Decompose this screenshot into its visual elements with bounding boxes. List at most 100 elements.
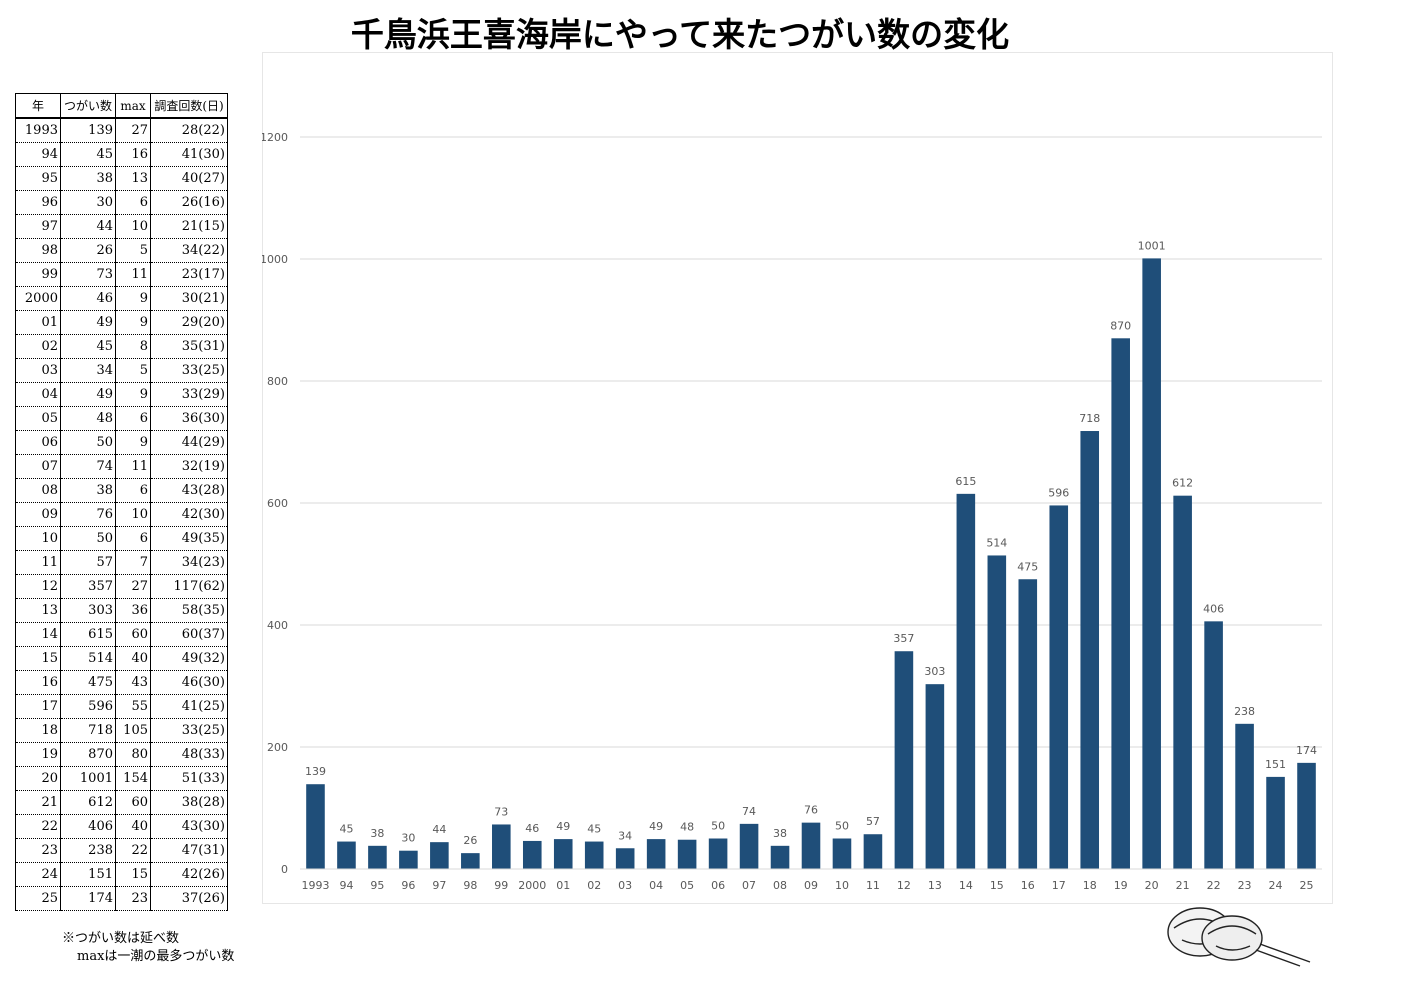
table-cell: 29(20)	[150, 310, 228, 335]
table-cell: 612	[60, 790, 116, 815]
table-cell: 27	[115, 574, 151, 599]
table-cell: 40(27)	[150, 166, 228, 191]
table-cell: 40	[115, 646, 151, 671]
table-cell: 49	[60, 382, 116, 407]
table-cell: 02	[15, 334, 61, 359]
bar	[770, 845, 790, 869]
table-cell: 60(37)	[150, 622, 228, 647]
table-cell: 514	[60, 646, 116, 671]
table-cell: 22	[15, 814, 61, 839]
table-cell: 17	[15, 694, 61, 719]
table-row: 96 30 6 26(16)	[15, 190, 228, 215]
table-cell: 139	[60, 117, 116, 143]
y-tick-label: 200	[267, 741, 288, 754]
data-label: 74	[742, 805, 756, 818]
table-cell: 23(17)	[150, 262, 228, 287]
x-tick-label: 02	[587, 879, 601, 892]
data-label: 34	[618, 829, 632, 842]
x-tick-label: 18	[1083, 879, 1097, 892]
table-cell: 32(19)	[150, 454, 228, 479]
table-cell: 870	[60, 742, 116, 767]
table-cell: 105	[115, 718, 151, 743]
table-cell: 96	[15, 190, 61, 215]
x-tick-label: 25	[1300, 879, 1314, 892]
data-label: 48	[680, 821, 694, 834]
table-row: 18 718 105 33(25)	[15, 718, 228, 743]
table-row: 06 50 9 44(29)	[15, 430, 228, 455]
bar	[646, 839, 666, 869]
table-cell: 98	[15, 238, 61, 263]
table-cell: 45	[60, 142, 116, 167]
x-tick-label: 94	[339, 879, 353, 892]
table-cell: 34(22)	[150, 238, 228, 263]
y-tick-label: 800	[267, 375, 288, 388]
data-label: 406	[1203, 602, 1224, 615]
data-label: 44	[432, 823, 446, 836]
table-cell: 15	[115, 862, 151, 887]
table-header-row: 年 つがい数 max 調査回数(日)	[15, 93, 228, 119]
table-cell: 04	[15, 382, 61, 407]
x-tick-label: 95	[370, 879, 384, 892]
table-cell: 43(28)	[150, 478, 228, 503]
data-label: 50	[835, 820, 849, 833]
x-tick-label: 99	[494, 879, 508, 892]
table-cell: 42(30)	[150, 502, 228, 527]
data-label: 514	[986, 536, 1007, 549]
header-max: max	[115, 93, 151, 119]
table-row: 20 1001 154 51(33)	[15, 766, 228, 791]
x-tick-label: 08	[773, 879, 787, 892]
bar	[615, 848, 635, 869]
table-cell: 46(30)	[150, 670, 228, 695]
table-cell: 99	[15, 262, 61, 287]
bar	[430, 842, 449, 869]
bar	[1111, 338, 1130, 869]
table-cell: 48(33)	[150, 742, 228, 767]
table-cell: 76	[60, 502, 116, 527]
table-cell: 174	[60, 886, 116, 911]
data-label: 46	[525, 822, 539, 835]
data-label: 50	[711, 820, 725, 833]
bar	[1235, 723, 1254, 869]
x-tick-label: 09	[804, 879, 818, 892]
table-cell: 22	[115, 838, 151, 863]
x-tick-label: 19	[1114, 879, 1128, 892]
table-cell: 09	[15, 502, 61, 527]
data-label: 49	[556, 820, 570, 833]
table-cell: 151	[60, 862, 116, 887]
table-cell: 20	[15, 766, 61, 791]
bar	[987, 555, 1007, 869]
x-tick-label: 12	[897, 879, 911, 892]
table-row: 15 514 40 49(32)	[15, 646, 228, 671]
table-cell: 303	[60, 598, 116, 623]
table-row: 98 26 5 34(22)	[15, 238, 228, 263]
table-cell: 37(26)	[150, 886, 228, 911]
footnote-line-1: ※つがい数は延べ数	[62, 931, 180, 946]
data-label: 26	[463, 834, 477, 847]
bar	[1204, 621, 1223, 869]
table-cell: 27	[115, 117, 151, 143]
table-cell: 1993	[15, 117, 61, 143]
bar	[553, 839, 573, 869]
table-cell: 23	[15, 838, 61, 863]
table-row: 08 38 6 43(28)	[15, 478, 228, 503]
table-row: 17 596 55 41(25)	[15, 694, 228, 719]
data-label: 174	[1296, 744, 1317, 757]
table-cell: 51(33)	[150, 766, 228, 791]
table-cell: 50	[60, 526, 116, 551]
data-label: 76	[804, 804, 818, 817]
table-row: 23 238 22 47(31)	[15, 838, 228, 863]
footnote-line-2: maxは一潮の最多つがい数	[77, 949, 235, 964]
footnote: ※つがい数は延べ数 maxは一潮の最多つがい数	[62, 930, 234, 966]
table-cell: 45	[60, 334, 116, 359]
table-cell: 44	[60, 214, 116, 239]
data-label: 38	[370, 827, 384, 840]
header-pairs: つがい数	[60, 93, 116, 119]
table-cell: 33(25)	[150, 718, 228, 743]
bar	[677, 839, 697, 869]
table-row: 02 45 8 35(31)	[15, 334, 228, 359]
x-tick-label: 21	[1176, 879, 1190, 892]
table-cell: 5	[115, 358, 151, 383]
x-tick-label: 96	[401, 879, 415, 892]
table-cell: 7	[115, 550, 151, 575]
table-cell: 5	[115, 238, 151, 263]
